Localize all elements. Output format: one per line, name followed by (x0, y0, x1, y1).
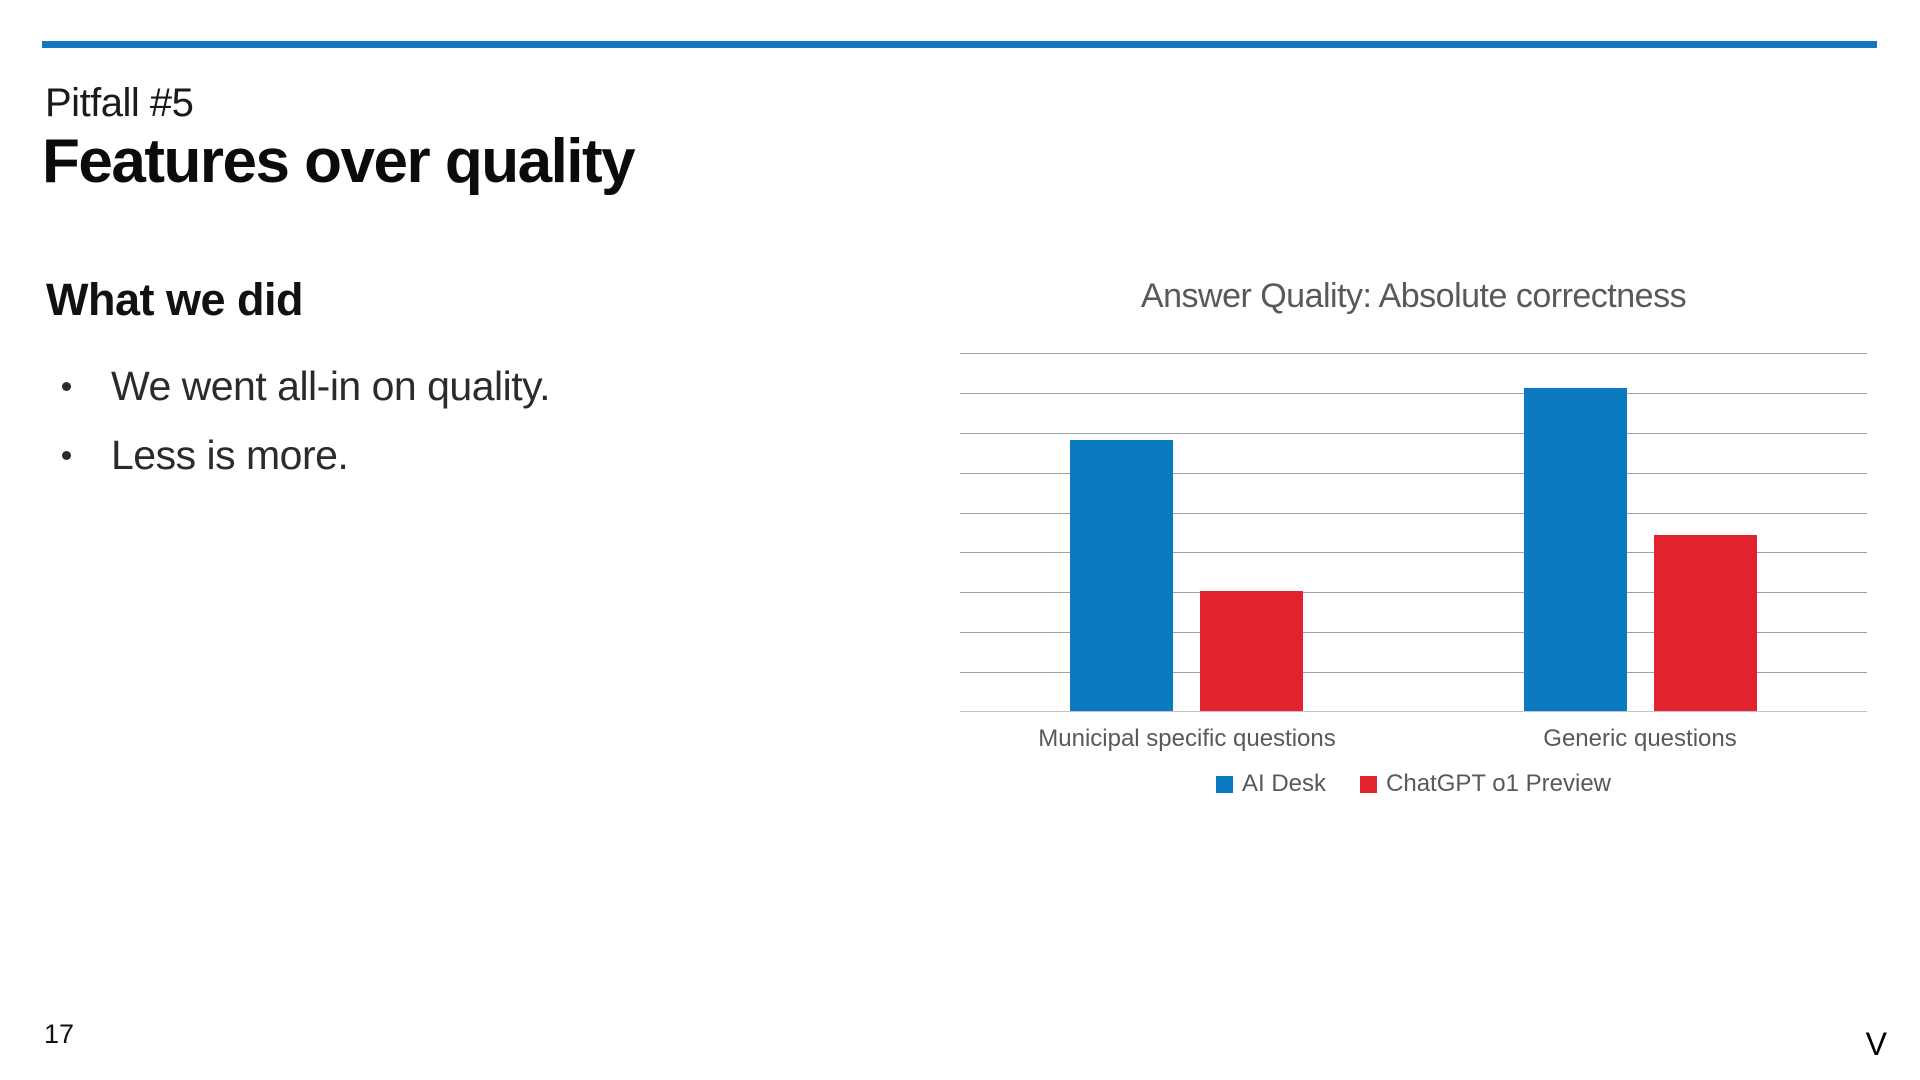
bar-ai-desk (1524, 388, 1627, 711)
legend-swatch-icon (1360, 775, 1378, 793)
bar-chatgpt-o1-preview (1200, 591, 1303, 711)
chart-title: Answer Quality: Absolute correctness (1140, 277, 1687, 315)
plot-area (960, 353, 1867, 712)
gridline (960, 513, 1867, 514)
bullet-text: Less is more. (111, 432, 349, 478)
gridline (960, 711, 1867, 712)
chart-legend: AI Desk ChatGPT o1 Preview (960, 770, 1867, 798)
bullet-icon (62, 382, 71, 391)
gridline (960, 592, 1867, 593)
legend-label: AI Desk (1241, 770, 1327, 797)
section-heading: What we did (46, 274, 304, 325)
gridline (960, 353, 1867, 354)
page-number: 17 (44, 1019, 75, 1049)
legend-item: ChatGPT o1 Preview (1360, 770, 1611, 798)
legend-swatch-icon (1215, 775, 1233, 793)
slide-kicker: Pitfall #5 (45, 81, 194, 125)
legend-label: ChatGPT o1 Preview (1386, 770, 1612, 797)
gridline (960, 433, 1867, 434)
bullet-icon (62, 451, 71, 460)
category-axis: Municipal specific questions Generic ques… (960, 725, 1867, 755)
category-label: Municipal specific questions (1038, 725, 1336, 752)
category-label: Generic questions (1543, 725, 1737, 752)
gridline (960, 632, 1867, 633)
gridline (960, 473, 1867, 474)
legend-item: AI Desk (1215, 770, 1327, 798)
deck-logo: V (1865, 1026, 1887, 1062)
bullet-text: We went all-in on quality. (111, 363, 550, 409)
gridline (960, 672, 1867, 673)
gridline (960, 393, 1867, 394)
accent-rule (42, 41, 1877, 48)
bullet-item: Less is more. (62, 421, 550, 490)
gridline (960, 552, 1867, 553)
bullet-item: We went all-in on quality. (62, 352, 550, 421)
bullet-list: We went all-in on quality. Less is more. (62, 352, 550, 490)
bar-chatgpt-o1-preview (1654, 535, 1757, 711)
bar-ai-desk (1070, 440, 1173, 711)
slide-title: Features over quality (42, 127, 636, 196)
